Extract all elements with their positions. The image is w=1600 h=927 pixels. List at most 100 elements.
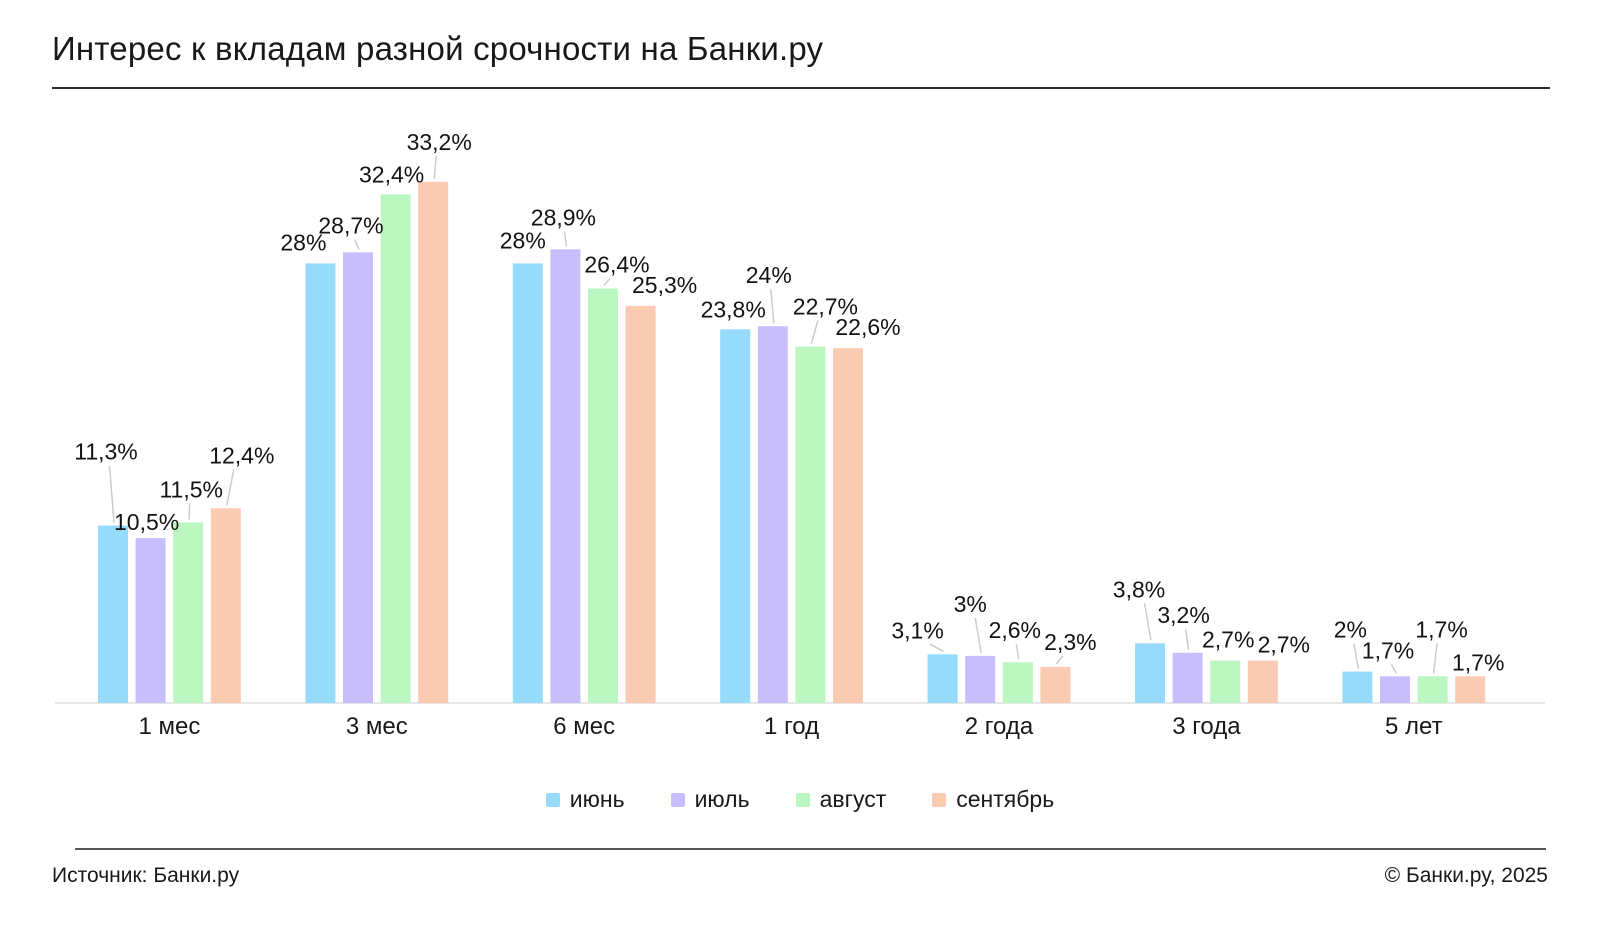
legend-label-july: июль <box>694 786 750 812</box>
bar[interactable] <box>380 194 411 704</box>
bar[interactable] <box>927 654 958 703</box>
bar[interactable] <box>1040 666 1071 703</box>
bar[interactable] <box>1002 662 1033 703</box>
bar-value-label: 24% <box>746 262 792 288</box>
bar[interactable] <box>1247 660 1278 703</box>
label-leader-line <box>433 155 437 179</box>
bar[interactable] <box>1455 676 1486 703</box>
bar-value-label: 23,8% <box>701 296 766 322</box>
bar-value-label: 3,1% <box>891 617 943 643</box>
bar-value-label: 28% <box>280 229 326 255</box>
bar-value-label: 33,2% <box>407 129 472 155</box>
bar[interactable] <box>795 346 826 703</box>
bar[interactable] <box>625 305 656 703</box>
bar-value-label: 2% <box>1334 617 1367 643</box>
bar-value-label: 3,8% <box>1113 576 1165 602</box>
label-leader-line <box>1143 603 1152 641</box>
category-label: 1 мес <box>138 713 200 740</box>
bar[interactable] <box>588 288 618 704</box>
bar-value-label: 2,6% <box>989 617 1041 643</box>
bar-value-label: 3% <box>954 591 987 617</box>
legend-item-august[interactable]: август <box>795 786 887 813</box>
label-leader-line <box>810 320 819 344</box>
chart-legend: июнь июль август сентябрь <box>0 786 1600 813</box>
category-label: 1 год <box>764 713 819 740</box>
bar-value-label: 26,4% <box>584 252 649 278</box>
bar-value-label: 10,5% <box>114 509 179 535</box>
bar[interactable] <box>1135 643 1165 703</box>
bar-value-label: 28,9% <box>531 204 596 230</box>
bar[interactable] <box>343 252 373 703</box>
bar-value-label: 32,4% <box>359 161 424 187</box>
label-leader-line <box>188 503 191 520</box>
category-label: 3 года <box>1172 713 1241 740</box>
label-leader-line <box>974 617 982 654</box>
bar[interactable] <box>1417 676 1448 703</box>
label-leader-line <box>1432 643 1438 674</box>
bar-value-label: 12,4% <box>209 442 274 468</box>
bar[interactable] <box>418 181 449 704</box>
bar-value-label: 22,6% <box>835 314 900 340</box>
bar-value-label: 2,7% <box>1202 627 1254 653</box>
label-leader-line <box>1353 643 1360 669</box>
legend-label-june: июнь <box>569 786 625 812</box>
category-label: 3 мес <box>346 713 408 740</box>
label-leader-line <box>1390 663 1397 674</box>
bar[interactable] <box>965 655 996 703</box>
label-leader-line <box>1055 655 1064 665</box>
bar-value-label: 1,7% <box>1452 649 1504 675</box>
bar[interactable] <box>305 263 336 703</box>
label-leader-line <box>1184 628 1190 650</box>
title-divider <box>52 87 1550 89</box>
label-leader-line <box>603 278 611 286</box>
bar[interactable] <box>720 329 751 703</box>
legend-item-september[interactable]: сентябрь <box>932 786 1054 813</box>
bar[interactable] <box>1380 676 1410 703</box>
bar[interactable] <box>98 525 128 703</box>
legend-item-july[interactable]: июль <box>670 786 750 813</box>
bar[interactable] <box>1172 652 1203 703</box>
label-leader-line <box>353 239 360 250</box>
category-label: 2 года <box>965 713 1034 740</box>
legend-swatch-june-icon <box>545 792 560 807</box>
bar[interactable] <box>1210 660 1241 703</box>
bar-value-label: 3,2% <box>1157 602 1209 628</box>
label-leader-line <box>108 465 115 523</box>
legend-swatch-september-icon <box>932 792 947 807</box>
bar-value-label: 11,5% <box>159 477 223 503</box>
legend-swatch-july-icon <box>670 792 685 807</box>
bar-value-label: 22,7% <box>793 294 858 320</box>
legend-label-september: сентябрь <box>956 786 1055 812</box>
copyright-credit: © Банки.ру, 2025 <box>1384 864 1548 887</box>
label-leader-line <box>770 289 775 324</box>
legend-label-august: август <box>819 786 887 812</box>
category-label: 6 мес <box>553 713 615 740</box>
bar-value-label: 1,7% <box>1415 616 1467 642</box>
legend-swatch-august-icon <box>795 792 810 807</box>
bar-value-label: 2,7% <box>1258 632 1310 658</box>
label-leader-line <box>226 469 235 506</box>
bar[interactable] <box>1342 671 1373 703</box>
bar-value-label: 11,3% <box>74 439 138 465</box>
bar-value-label: 28% <box>500 227 546 253</box>
chart-title: Интерес к вкладам разной срочности на Ба… <box>52 30 824 67</box>
legend-item-june[interactable]: июнь <box>545 786 625 813</box>
bar[interactable] <box>512 263 543 703</box>
bar-value-label: 2,3% <box>1044 629 1096 655</box>
source-credit: Источник: Банки.ру <box>52 864 240 887</box>
label-leader-line <box>563 231 568 247</box>
bar[interactable] <box>210 508 241 703</box>
bar[interactable] <box>135 538 166 703</box>
bar-value-label: 1,7% <box>1362 637 1414 663</box>
bar[interactable] <box>173 522 204 704</box>
bar-value-label: 28,7% <box>318 212 383 238</box>
bar-value-label: 25,3% <box>632 272 697 298</box>
category-label: 5 лет <box>1385 713 1443 740</box>
label-leader-line <box>1015 644 1020 660</box>
bar[interactable] <box>833 348 863 703</box>
bar[interactable] <box>550 249 581 704</box>
footer-divider <box>75 848 1546 850</box>
bar[interactable] <box>757 326 788 703</box>
